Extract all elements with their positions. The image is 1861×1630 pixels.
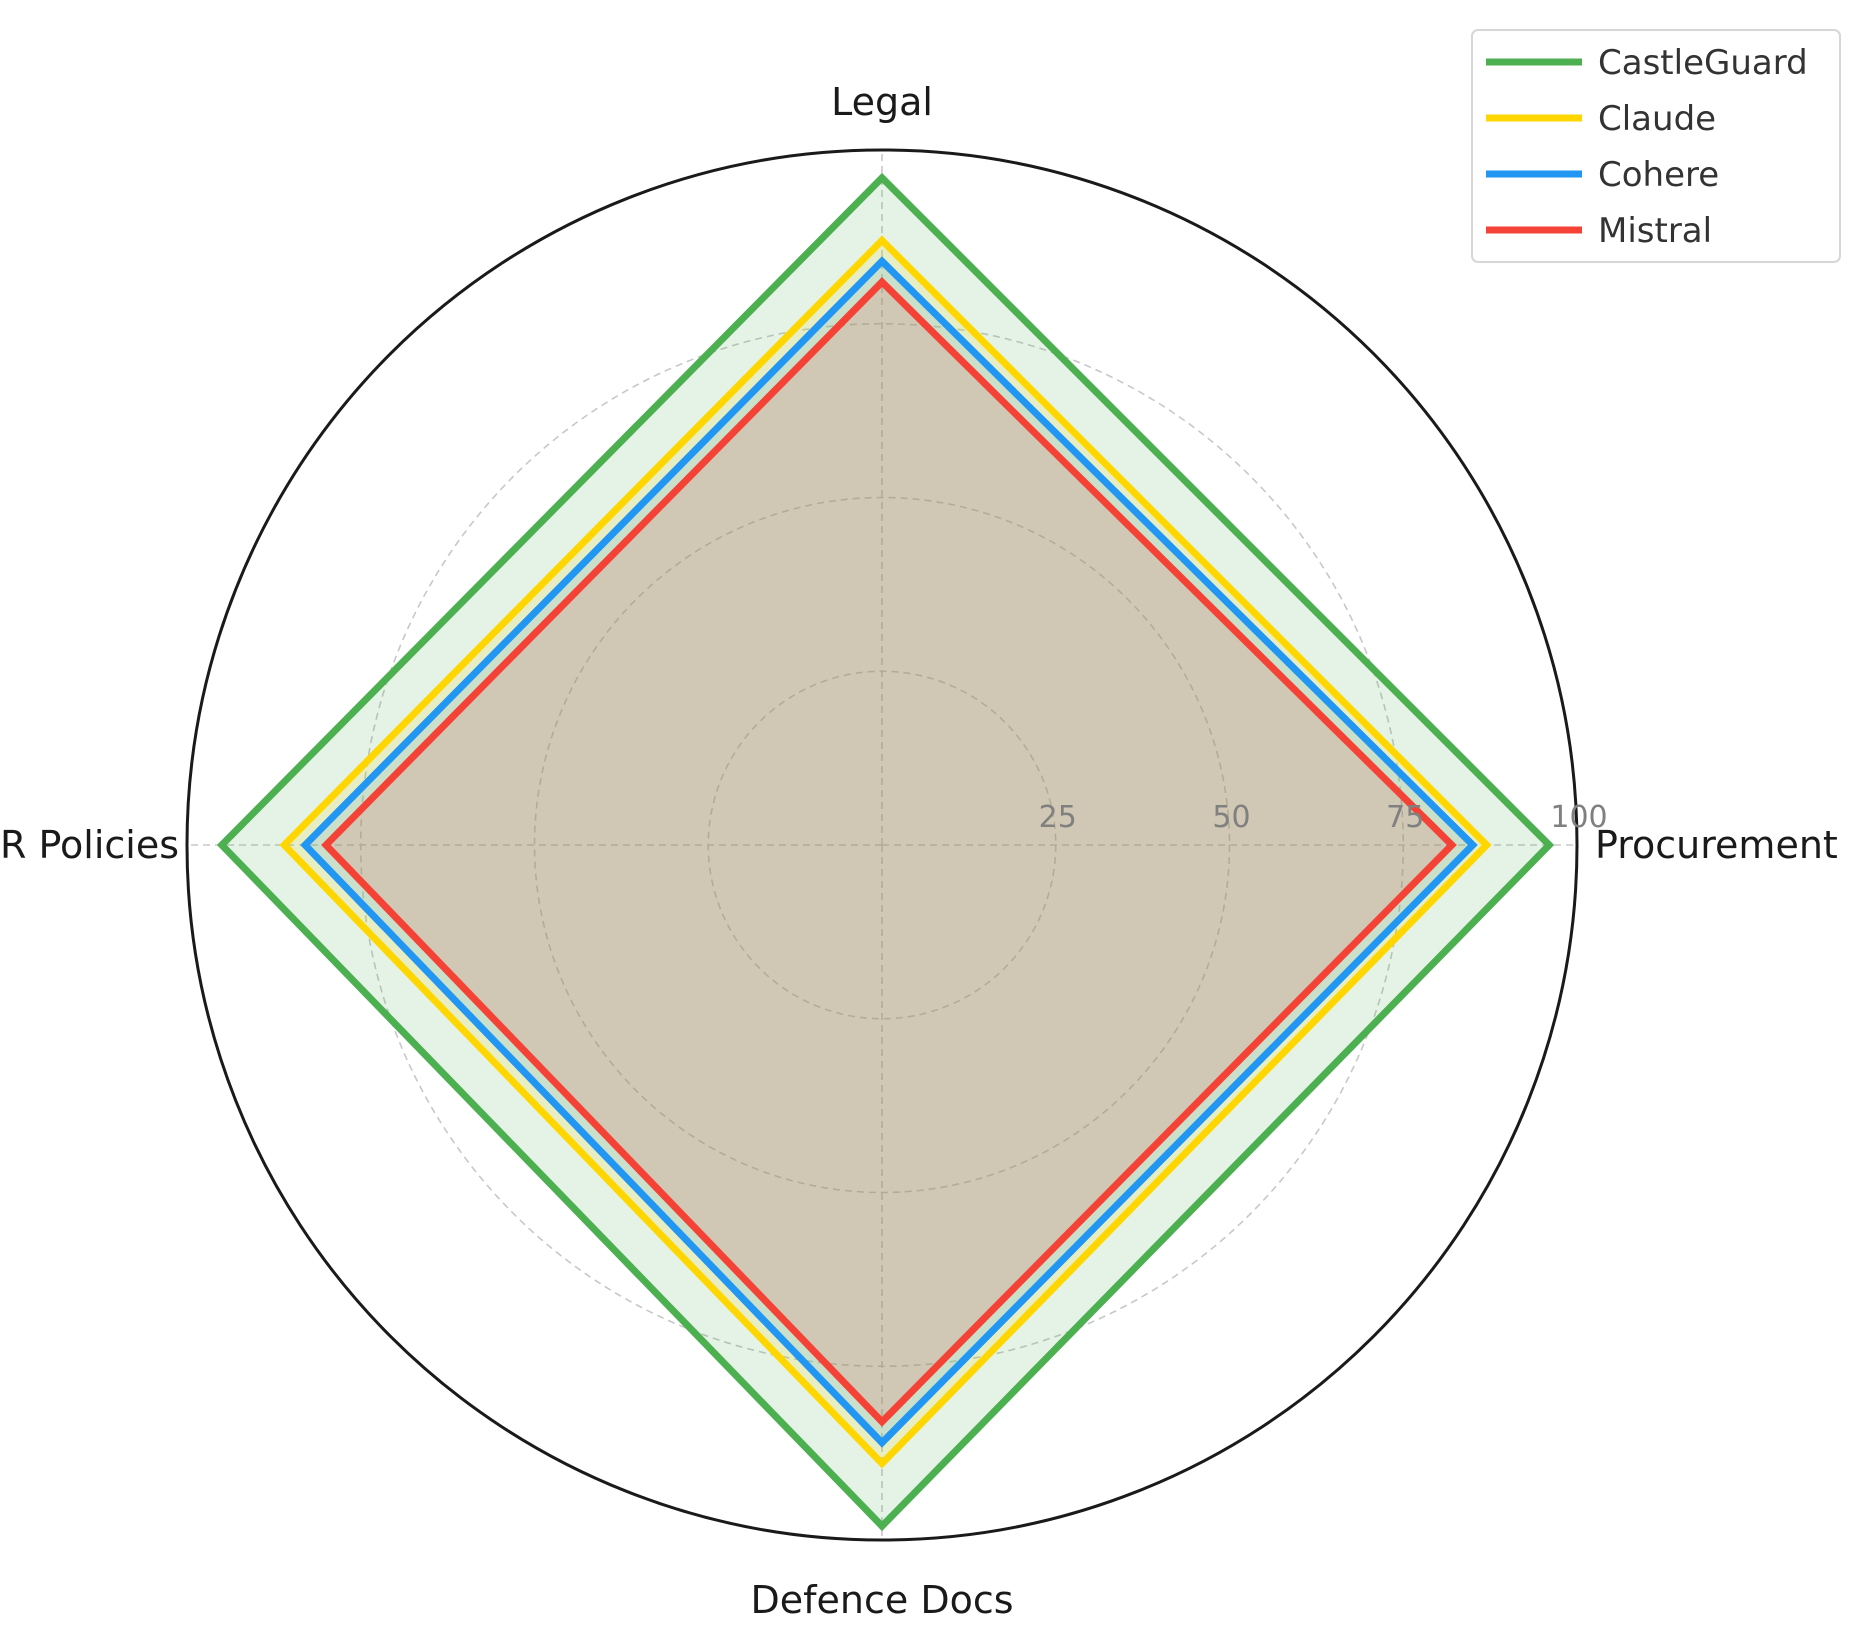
tick-label-100: 100 [1550, 800, 1607, 835]
legend: CastleGuard Claude Cohere Mistral [1471, 29, 1841, 263]
series-line-claude [279, 235, 1492, 1469]
legend-label-claude: Claude [1598, 99, 1716, 139]
radial-tick-labels: 25 50 75 100 [1039, 800, 1608, 835]
series-line-cohere [300, 256, 1478, 1448]
tick-label-50: 50 [1212, 800, 1250, 835]
legend-box [1471, 29, 1841, 263]
category-labels: Procurement Legal HR Policies Defence Docs [0, 80, 1838, 1622]
series-line-castleguard [216, 172, 1555, 1532]
tick-label-75: 75 [1386, 800, 1424, 835]
category-label-defence-docs: Defence Docs [750, 1578, 1013, 1622]
outer-circle [185, 148, 1579, 1542]
legend-label-castleguard: CastleGuard [1598, 43, 1808, 83]
category-label-legal: Legal [831, 80, 933, 124]
legend-label-mistral: Mistral [1598, 211, 1712, 251]
tick-label-25: 25 [1039, 800, 1077, 835]
series-fills [221, 177, 1550, 1527]
category-label-procurement: Procurement [1595, 823, 1838, 867]
legend-label-cohere: Cohere [1598, 155, 1719, 195]
category-label-hr-policies: HR Policies [0, 823, 179, 867]
series-fill-mistral [326, 282, 1452, 1422]
series-lines [216, 172, 1555, 1532]
series-line-mistral [321, 277, 1457, 1427]
grid-circle-50 [533, 496, 1231, 1194]
